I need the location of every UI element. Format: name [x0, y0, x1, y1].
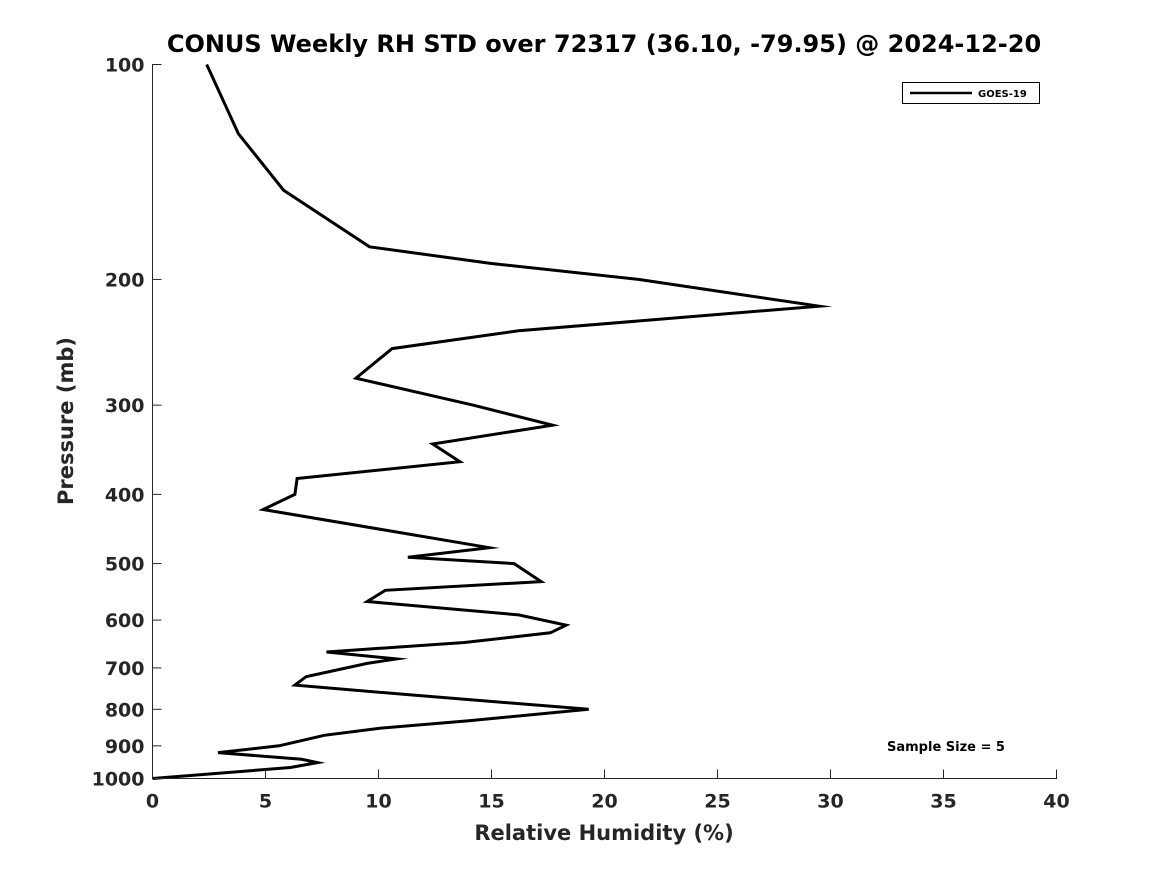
series-line-goes-19	[152, 63, 833, 780]
y-tick-label: 700	[105, 658, 145, 680]
x-tick-label: 10	[365, 791, 391, 813]
x-tick-label: 5	[259, 791, 272, 813]
y-tick-label: 800	[105, 699, 145, 721]
y-tick-label: 900	[105, 736, 145, 758]
x-ticks: 0 5 10 15 20 25 30 35 40	[146, 769, 1070, 813]
legend: GOES-19	[902, 82, 1040, 104]
y-ticks: 100 200 300 400 500 600 700 800 900 1000	[92, 55, 162, 791]
y-tick-label: 200	[105, 269, 145, 291]
x-tick-label: 35	[930, 791, 956, 813]
sample-size-annotation: Sample Size = 5	[887, 740, 1005, 755]
x-tick-label: 15	[478, 791, 504, 813]
x-tick-label: 0	[146, 791, 159, 813]
y-tick-label: 1000	[92, 769, 145, 791]
x-tick-label: 20	[591, 791, 617, 813]
x-axis-label: Relative Humidity (%)	[474, 821, 733, 845]
x-tick-label: 30	[817, 791, 843, 813]
y-tick-label: 400	[105, 484, 145, 506]
chart-title: CONUS Weekly RH STD over 72317 (36.10, -…	[167, 30, 1041, 58]
plot-area	[152, 64, 1057, 779]
legend-label-goes-19: GOES-19	[978, 89, 1027, 100]
y-tick-label: 600	[105, 610, 145, 632]
y-tick-label: 300	[105, 395, 145, 417]
x-tick-label: 40	[1043, 791, 1069, 813]
y-tick-label: 500	[105, 554, 145, 576]
x-tick-label: 25	[704, 791, 730, 813]
plot-content	[152, 63, 833, 780]
y-tick-label: 100	[105, 55, 145, 77]
y-axis-label: Pressure (mb)	[54, 337, 78, 505]
